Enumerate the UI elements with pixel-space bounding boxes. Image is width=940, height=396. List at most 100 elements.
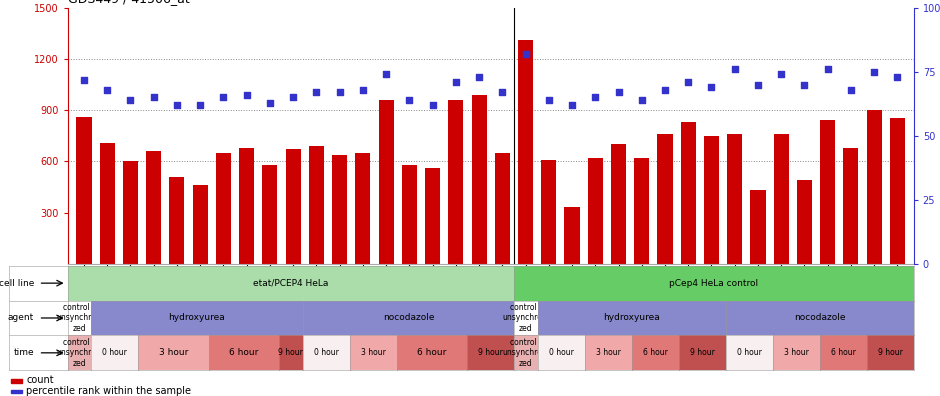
- Point: [704, 84, 719, 90]
- Text: agent: agent: [8, 314, 34, 322]
- Text: time: time: [13, 348, 34, 357]
- Bar: [193, 185, 208, 264]
- Bar: [774, 134, 789, 264]
- Text: 0 hour: 0 hour: [314, 348, 338, 357]
- Point: [425, 102, 440, 108]
- Bar: [401, 165, 416, 264]
- Bar: [843, 148, 858, 264]
- Point: [401, 97, 416, 103]
- Bar: [309, 146, 324, 264]
- Point: [541, 97, 556, 103]
- Text: 9 hour: 9 hour: [278, 348, 304, 357]
- Point: [821, 66, 836, 72]
- Bar: [169, 177, 184, 264]
- Text: 0 hour: 0 hour: [737, 348, 761, 357]
- Text: 6 hour: 6 hour: [417, 348, 446, 357]
- Point: [728, 66, 743, 72]
- Text: 0 hour: 0 hour: [549, 348, 573, 357]
- Bar: [657, 134, 672, 264]
- Point: [681, 79, 696, 85]
- Point: [355, 87, 370, 93]
- Bar: [262, 165, 277, 264]
- Point: [379, 71, 394, 78]
- Point: [657, 87, 672, 93]
- Bar: [797, 180, 812, 264]
- Point: [146, 94, 161, 101]
- Bar: [11, 390, 22, 394]
- Point: [448, 79, 463, 85]
- Bar: [565, 208, 580, 264]
- Text: pCep4 HeLa control: pCep4 HeLa control: [669, 279, 759, 287]
- Point: [588, 94, 603, 101]
- Bar: [681, 122, 696, 264]
- Bar: [820, 120, 836, 264]
- Text: control -
unsynchroni
zed: control - unsynchroni zed: [503, 338, 550, 368]
- Bar: [611, 145, 626, 264]
- Bar: [123, 162, 138, 264]
- Point: [309, 89, 324, 95]
- Bar: [100, 143, 115, 264]
- Point: [123, 97, 138, 103]
- Point: [100, 87, 115, 93]
- Text: 3 hour: 3 hour: [596, 348, 620, 357]
- Text: hydroxyurea: hydroxyurea: [168, 314, 226, 322]
- Bar: [494, 153, 509, 264]
- Point: [750, 82, 765, 88]
- Bar: [518, 40, 533, 264]
- Text: 6 hour: 6 hour: [229, 348, 258, 357]
- Bar: [286, 149, 301, 264]
- Text: 9 hour: 9 hour: [478, 348, 503, 357]
- Text: count: count: [26, 375, 54, 385]
- Bar: [11, 379, 22, 383]
- Text: 3 hour: 3 hour: [361, 348, 385, 357]
- Bar: [704, 136, 719, 264]
- Text: control -
unsynchroni
zed: control - unsynchroni zed: [56, 338, 103, 368]
- Text: nocodazole: nocodazole: [383, 314, 434, 322]
- Point: [518, 51, 533, 57]
- Bar: [379, 100, 394, 264]
- Bar: [425, 168, 440, 264]
- Bar: [146, 151, 162, 264]
- Bar: [890, 118, 905, 264]
- Point: [867, 69, 882, 75]
- Bar: [76, 117, 91, 264]
- Text: GDS449 / 41506_at: GDS449 / 41506_at: [68, 0, 190, 6]
- Text: percentile rank within the sample: percentile rank within the sample: [26, 386, 192, 396]
- Text: 9 hour: 9 hour: [690, 348, 714, 357]
- Point: [332, 89, 347, 95]
- Text: 3 hour: 3 hour: [784, 348, 808, 357]
- Text: 6 hour: 6 hour: [831, 348, 855, 357]
- Bar: [239, 148, 254, 264]
- Text: cell line: cell line: [0, 279, 34, 287]
- Bar: [472, 95, 487, 264]
- Bar: [588, 158, 603, 264]
- Text: 3 hour: 3 hour: [159, 348, 188, 357]
- Point: [169, 102, 184, 108]
- Point: [239, 92, 254, 98]
- Text: etat/PCEP4 HeLa: etat/PCEP4 HeLa: [253, 279, 329, 287]
- Text: 9 hour: 9 hour: [878, 348, 902, 357]
- Bar: [634, 158, 650, 264]
- Bar: [750, 190, 765, 264]
- Point: [565, 102, 580, 108]
- Point: [216, 94, 231, 101]
- Bar: [355, 153, 370, 264]
- Bar: [216, 153, 231, 264]
- Point: [611, 89, 626, 95]
- Point: [890, 74, 905, 80]
- Point: [472, 74, 487, 80]
- Text: 0 hour: 0 hour: [102, 348, 127, 357]
- Point: [774, 71, 789, 78]
- Point: [843, 87, 858, 93]
- Point: [286, 94, 301, 101]
- Point: [797, 82, 812, 88]
- Point: [494, 89, 509, 95]
- Point: [76, 76, 91, 83]
- Bar: [728, 134, 743, 264]
- Point: [634, 97, 650, 103]
- Bar: [332, 154, 347, 264]
- Bar: [867, 110, 882, 264]
- Point: [193, 102, 208, 108]
- Text: control -
unsynchroni
zed: control - unsynchroni zed: [503, 303, 550, 333]
- Bar: [448, 100, 463, 264]
